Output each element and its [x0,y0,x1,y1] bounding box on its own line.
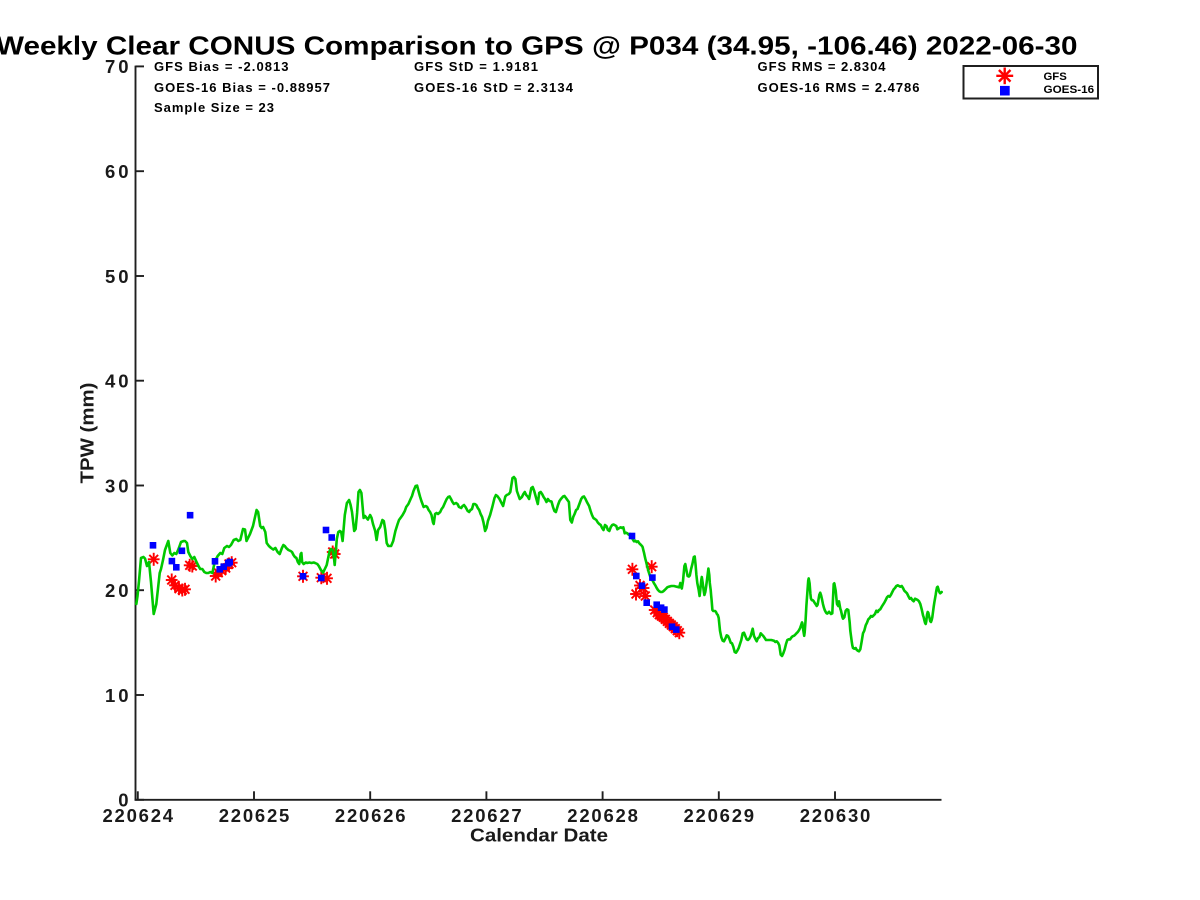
svg-text:220625: 220625 [219,805,290,826]
svg-text:GOES-16 StD = 2.3134: GOES-16 StD = 2.3134 [414,80,574,95]
svg-text:GOES-16 Bias = -0.88957: GOES-16 Bias = -0.88957 [154,80,330,95]
svg-text:GOES-16: GOES-16 [1044,84,1095,96]
svg-text:GFS: GFS [1044,71,1067,83]
svg-text:GFS RMS = 2.8304: GFS RMS = 2.8304 [758,59,887,74]
svg-text:220626: 220626 [335,805,406,826]
svg-text:0: 0 [118,790,128,811]
svg-text:220627: 220627 [451,805,522,826]
svg-text:220630: 220630 [800,805,871,826]
svg-text:GOES-16 RMS = 2.4786: GOES-16 RMS = 2.4786 [758,80,920,95]
svg-text:GFS StD = 1.9181: GFS StD = 1.9181 [414,59,538,74]
svg-text:220624: 220624 [103,805,174,826]
svg-text:220629: 220629 [684,805,755,826]
svg-text:Weekly Clear CONUS Comparison: Weekly Clear CONUS Comparison to GPS @ P… [0,31,1078,61]
svg-text:Sample Size = 23: Sample Size = 23 [154,100,274,115]
svg-text:TPW (mm): TPW (mm) [78,383,98,484]
svg-text:Calendar Date: Calendar Date [470,826,608,846]
svg-text:220628: 220628 [567,805,638,826]
svg-text:GFS Bias = -2.0813: GFS Bias = -2.0813 [154,59,289,74]
